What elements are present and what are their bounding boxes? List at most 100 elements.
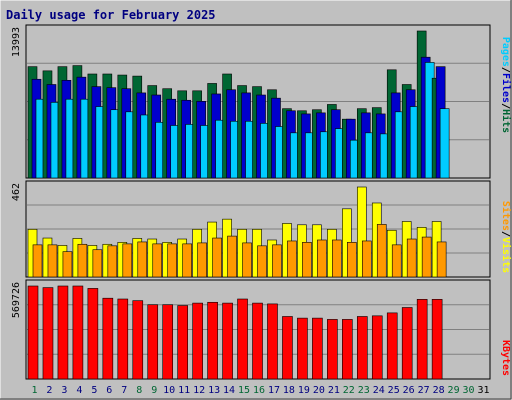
chart-title: Daily usage for February 2025 bbox=[6, 8, 216, 22]
day-label-26: 26 bbox=[403, 385, 415, 396]
bar-sites-day-16 bbox=[257, 245, 267, 278]
bar-kbytes-day-13 bbox=[207, 301, 218, 380]
legend-visits-sites: Sites/Visits bbox=[500, 201, 512, 273]
bar-kbytes-day-14 bbox=[222, 302, 233, 380]
y-axis-max-label: 13993 bbox=[11, 27, 22, 57]
bar-kbytes-day-24 bbox=[371, 315, 383, 380]
day-label-6: 6 bbox=[106, 385, 112, 396]
panel-hits-files-pages: 13993 bbox=[11, 24, 491, 179]
bar-kbytes-day-19 bbox=[297, 317, 308, 380]
day-label-9: 9 bbox=[151, 385, 157, 396]
bar-sites-day-12 bbox=[197, 242, 207, 278]
bar-sites-day-10 bbox=[167, 243, 178, 278]
day-label-29: 29 bbox=[448, 385, 460, 396]
bar-sites-day-24 bbox=[376, 224, 387, 278]
bar-kbytes-day-1 bbox=[27, 285, 39, 380]
day-label-4: 4 bbox=[76, 385, 82, 396]
bar-kbytes-day-8 bbox=[132, 300, 144, 380]
legend-visits: Visits bbox=[500, 237, 512, 273]
day-label-28: 28 bbox=[433, 385, 445, 396]
bar-kbytes-day-12 bbox=[192, 302, 203, 380]
bar-sites-day-20 bbox=[317, 239, 327, 278]
day-label-17: 17 bbox=[268, 385, 280, 396]
legend-hits-files-pages: Pages/Files/Hits bbox=[500, 37, 512, 133]
bar-sites-day-19 bbox=[302, 242, 312, 278]
bar-kbytes-day-20 bbox=[312, 317, 323, 380]
bar-kbytes-day-6 bbox=[102, 297, 114, 380]
day-label-27: 27 bbox=[418, 385, 430, 396]
y-axis-max-label: 569726 bbox=[11, 282, 22, 318]
bar-sites-day-15 bbox=[242, 242, 252, 278]
bar-kbytes-day-21 bbox=[327, 319, 338, 380]
legend-kbytes: KBytes bbox=[500, 340, 511, 376]
bar-sites-day-27 bbox=[421, 236, 432, 278]
bar-kbytes-day-18 bbox=[282, 316, 293, 380]
panel-visits-sites: 462 bbox=[11, 180, 491, 278]
bar-sites-day-21 bbox=[332, 239, 342, 278]
day-label-3: 3 bbox=[61, 385, 67, 396]
bar-sites-day-11 bbox=[182, 243, 192, 278]
day-label-22: 22 bbox=[343, 385, 355, 396]
bar-kbytes-day-28 bbox=[431, 299, 443, 380]
bar-sites-day-9 bbox=[152, 243, 163, 278]
bar-sites-day-5 bbox=[92, 249, 103, 278]
bar-sites-day-25 bbox=[391, 244, 402, 278]
day-label-15: 15 bbox=[238, 385, 250, 396]
bar-kbytes-day-5 bbox=[87, 288, 99, 380]
bar-sites-day-14 bbox=[227, 235, 237, 278]
bar-sites-day-4 bbox=[77, 243, 88, 278]
bar-sites-day-6 bbox=[107, 245, 118, 278]
day-label-19: 19 bbox=[298, 385, 310, 396]
bar-visits-day-23 bbox=[356, 186, 367, 278]
legend-files: Files bbox=[500, 73, 512, 103]
bar-sites-day-3 bbox=[62, 251, 73, 278]
bar-kbytes-day-4 bbox=[72, 285, 84, 380]
legend-sites: Sites bbox=[500, 201, 512, 231]
bar-kbytes-day-25 bbox=[386, 312, 398, 380]
bar-sites-day-28 bbox=[436, 241, 447, 278]
bar-sites-day-2 bbox=[47, 244, 58, 278]
day-label-7: 7 bbox=[121, 385, 127, 396]
legend-separator: / bbox=[500, 231, 511, 237]
bar-kbytes-day-27 bbox=[416, 299, 428, 380]
bar-sites-day-22 bbox=[347, 242, 357, 278]
bar-kbytes-day-2 bbox=[42, 287, 54, 380]
bar-kbytes-day-10 bbox=[162, 304, 174, 380]
day-label-8: 8 bbox=[136, 385, 142, 396]
legend-hits: Hits bbox=[500, 109, 512, 133]
day-label-16: 16 bbox=[253, 385, 265, 396]
day-label-11: 11 bbox=[178, 385, 190, 396]
day-label-21: 21 bbox=[328, 385, 340, 396]
day-label-2: 2 bbox=[46, 385, 52, 396]
bar-sites-day-13 bbox=[212, 237, 222, 278]
bar-sites-day-26 bbox=[406, 238, 417, 278]
day-label-23: 23 bbox=[358, 385, 370, 396]
day-label-10: 10 bbox=[163, 385, 175, 396]
day-label-14: 14 bbox=[223, 385, 235, 396]
bar-sites-day-7 bbox=[122, 243, 133, 278]
bar-sites-day-17 bbox=[272, 244, 282, 278]
y-axis-max-label: 462 bbox=[11, 183, 22, 201]
day-label-31: 31 bbox=[477, 385, 489, 396]
legend-pages: Pages bbox=[500, 37, 511, 67]
panel-kbytes: 569726 bbox=[11, 279, 491, 380]
bar-kbytes-day-7 bbox=[117, 298, 129, 380]
day-label-30: 30 bbox=[463, 385, 475, 396]
day-label-25: 25 bbox=[388, 385, 400, 396]
day-label-24: 24 bbox=[373, 385, 385, 396]
bar-sites-day-8 bbox=[137, 241, 148, 278]
day-label-5: 5 bbox=[91, 385, 97, 396]
bar-kbytes-day-23 bbox=[356, 316, 368, 380]
day-label-12: 12 bbox=[193, 385, 205, 396]
legend-separator: / bbox=[500, 103, 511, 109]
chart-panels: 13993 462 569726 bbox=[11, 24, 491, 380]
bar-kbytes-day-3 bbox=[57, 285, 69, 380]
day-label-20: 20 bbox=[313, 385, 325, 396]
bar-sites-day-1 bbox=[32, 244, 43, 278]
bar-pages-day-28 bbox=[439, 108, 450, 179]
bar-kbytes-day-15 bbox=[237, 298, 248, 380]
bar-kbytes-day-26 bbox=[401, 307, 413, 380]
bar-kbytes-day-9 bbox=[147, 304, 159, 380]
